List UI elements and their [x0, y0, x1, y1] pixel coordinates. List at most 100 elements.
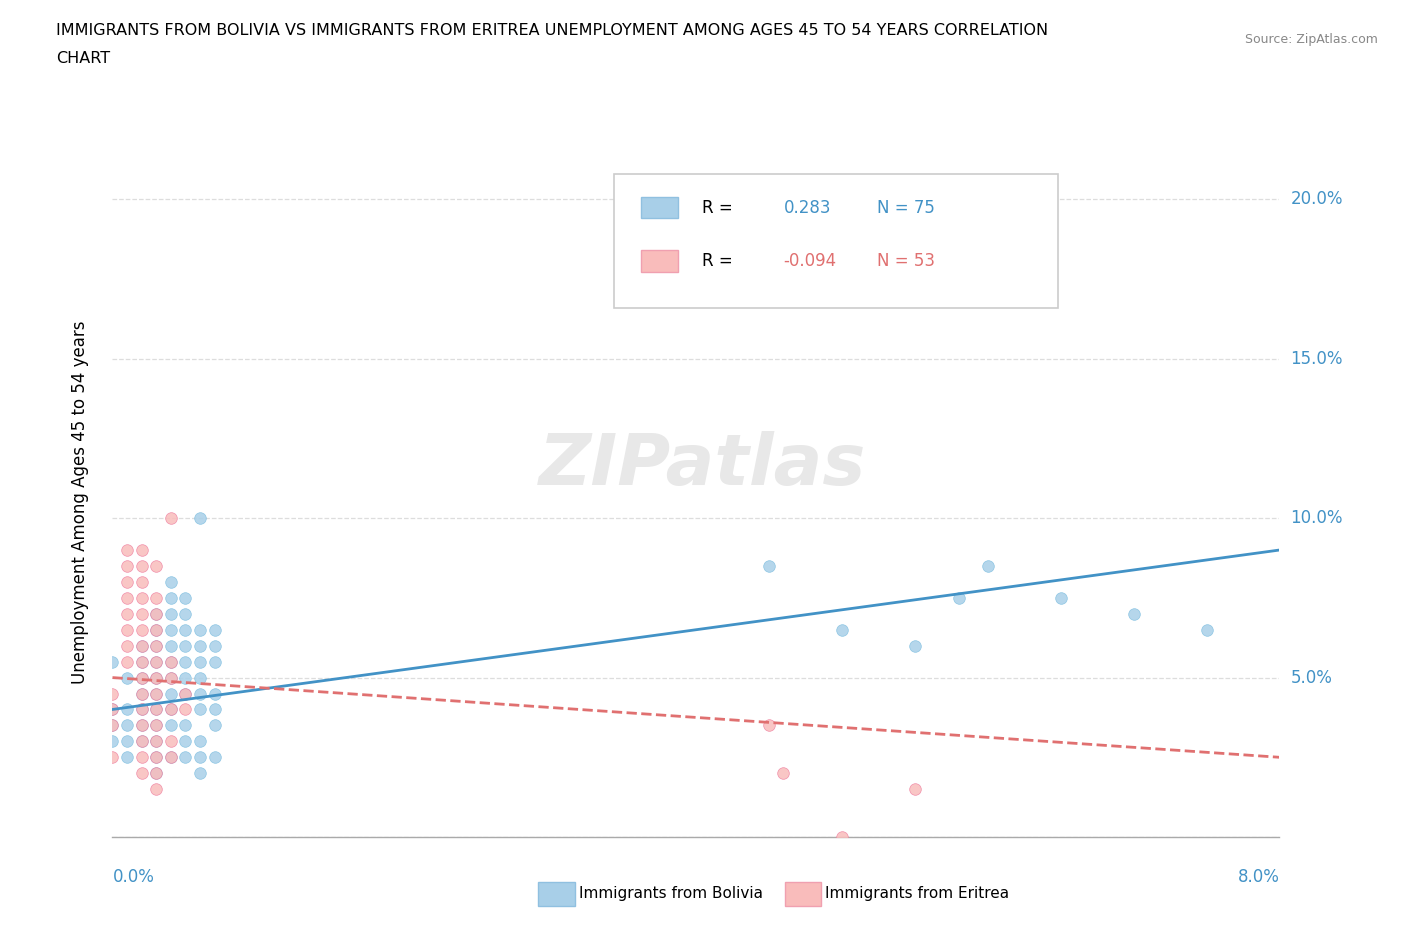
Point: [160, 671, 183, 685]
Point: [145, 671, 167, 685]
Point: [160, 511, 183, 525]
Point: [160, 702, 183, 717]
FancyBboxPatch shape: [614, 174, 1057, 308]
Point: [204, 622, 226, 637]
Point: [174, 686, 197, 701]
Point: [131, 638, 153, 653]
Point: [101, 750, 124, 764]
Point: [204, 702, 226, 717]
Point: [145, 782, 167, 797]
Point: [145, 591, 167, 605]
Point: [145, 638, 167, 653]
Point: [160, 671, 183, 685]
Point: [131, 734, 153, 749]
Point: [174, 750, 197, 764]
Point: [101, 686, 124, 701]
FancyBboxPatch shape: [641, 250, 679, 272]
Point: [160, 734, 183, 749]
Point: [131, 702, 153, 717]
Point: [758, 559, 780, 574]
Point: [115, 542, 138, 557]
Point: [145, 622, 167, 637]
Point: [160, 702, 183, 717]
Point: [188, 702, 211, 717]
Point: [145, 686, 167, 701]
Point: [174, 686, 197, 701]
Point: [131, 654, 153, 669]
Point: [145, 654, 167, 669]
Point: [145, 622, 167, 637]
Text: Source: ZipAtlas.com: Source: ZipAtlas.com: [1244, 33, 1378, 46]
Point: [1049, 591, 1071, 605]
Text: N = 53: N = 53: [877, 252, 935, 270]
Point: [145, 718, 167, 733]
Point: [131, 606, 153, 621]
Point: [101, 718, 124, 733]
Text: -0.094: -0.094: [783, 252, 837, 270]
Point: [145, 750, 167, 764]
Point: [145, 718, 167, 733]
Text: R =: R =: [702, 199, 738, 217]
Point: [758, 718, 780, 733]
Point: [204, 718, 226, 733]
Text: 20.0%: 20.0%: [1291, 191, 1343, 208]
Point: [160, 622, 183, 637]
Point: [131, 591, 153, 605]
Point: [101, 718, 124, 733]
Point: [131, 750, 153, 764]
Point: [188, 671, 211, 685]
Point: [145, 750, 167, 764]
Point: [160, 575, 183, 590]
Point: [131, 702, 153, 717]
Text: R =: R =: [702, 252, 738, 270]
Point: [131, 686, 153, 701]
Point: [188, 765, 211, 780]
Point: [772, 765, 794, 780]
Point: [131, 575, 153, 590]
Point: [131, 542, 153, 557]
Point: [160, 654, 183, 669]
Point: [174, 606, 197, 621]
Text: 5.0%: 5.0%: [1291, 669, 1333, 686]
Point: [145, 686, 167, 701]
Point: [115, 638, 138, 653]
Point: [160, 750, 183, 764]
Point: [174, 654, 197, 669]
Point: [174, 591, 197, 605]
Point: [174, 622, 197, 637]
Point: [188, 511, 211, 525]
Point: [145, 606, 167, 621]
Text: N = 75: N = 75: [877, 199, 935, 217]
Point: [976, 559, 998, 574]
Point: [145, 638, 167, 653]
Text: 0.0%: 0.0%: [112, 868, 155, 885]
Point: [115, 734, 138, 749]
Point: [174, 734, 197, 749]
Point: [145, 702, 167, 717]
Point: [188, 750, 211, 764]
Point: [131, 671, 153, 685]
Text: 15.0%: 15.0%: [1291, 350, 1343, 367]
Point: [160, 686, 183, 701]
Text: 8.0%: 8.0%: [1237, 868, 1279, 885]
Point: [1122, 606, 1144, 621]
Point: [204, 638, 226, 653]
Point: [115, 622, 138, 637]
Point: [115, 750, 138, 764]
Point: [101, 702, 124, 717]
Point: [188, 622, 211, 637]
Point: [131, 654, 153, 669]
Point: [160, 638, 183, 653]
Text: 0.283: 0.283: [783, 199, 831, 217]
Point: [131, 559, 153, 574]
Point: [831, 830, 853, 844]
FancyBboxPatch shape: [641, 197, 679, 219]
Text: ZIPatlas: ZIPatlas: [540, 431, 866, 499]
Point: [131, 765, 153, 780]
Point: [145, 606, 167, 621]
Point: [160, 591, 183, 605]
Point: [204, 654, 226, 669]
Point: [131, 638, 153, 653]
Point: [145, 671, 167, 685]
Point: [174, 638, 197, 653]
